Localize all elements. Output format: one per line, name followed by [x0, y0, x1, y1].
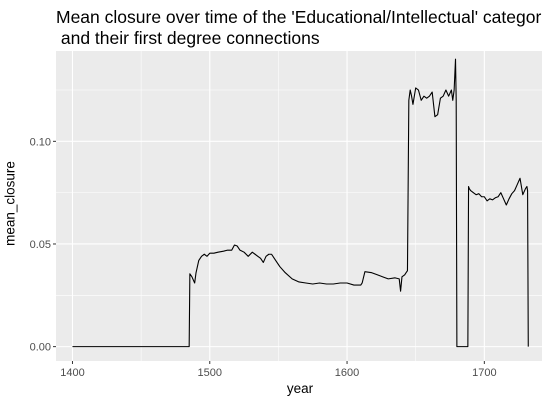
plot-panel [56, 51, 542, 361]
x-axis-label: year [286, 381, 314, 396]
x-tick-label: 1600 [335, 367, 359, 379]
x-tick-label: 1500 [198, 367, 222, 379]
chart-title: Mean closure over time of the 'Education… [56, 7, 552, 49]
y-tick-label: 0.10 [30, 136, 51, 148]
chart-title-line-2: and their first degree connections [56, 28, 320, 48]
y-axis-ticks: 0.00 0.05 0.10 [30, 136, 56, 354]
x-tick-label: 1400 [60, 367, 84, 379]
x-axis-ticks: 1400 1500 1600 1700 [60, 361, 497, 379]
minor-gridlines [56, 51, 542, 361]
y-tick-label: 0.05 [30, 239, 51, 251]
y-axis-label: mean_closure [2, 161, 18, 246]
y-tick-label: 0.00 [30, 342, 51, 354]
x-tick-label: 1700 [472, 367, 496, 379]
chart-title-line-1: Mean closure over time of the 'Education… [56, 7, 542, 27]
mean-closure-series-line [72, 58, 529, 348]
